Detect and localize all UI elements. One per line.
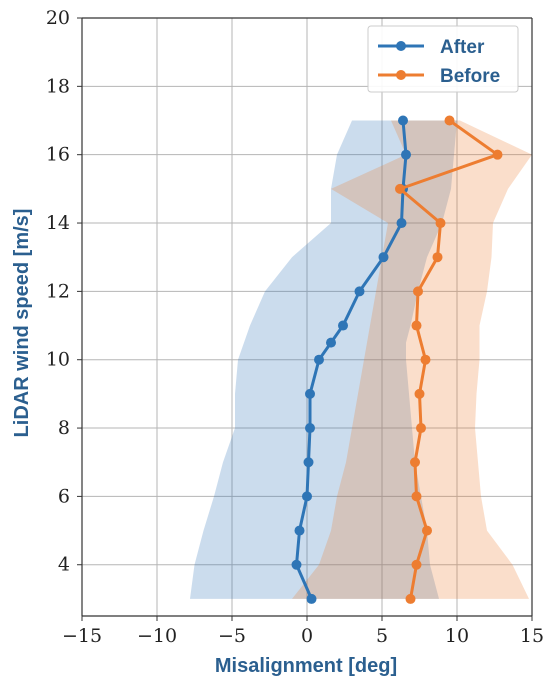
data-point-after-15 <box>398 115 408 126</box>
data-point-before-2 <box>422 525 432 536</box>
x-tick-label: −5 <box>218 625 246 647</box>
data-point-after-9 <box>338 320 348 331</box>
y-tick-label: 18 <box>46 75 70 97</box>
y-tick-label: 8 <box>58 417 70 439</box>
data-point-after-6 <box>305 388 315 399</box>
x-tick-label: 15 <box>520 625 544 647</box>
data-point-after-0 <box>306 593 317 604</box>
x-tick-label: 0 <box>301 625 313 647</box>
data-point-after-10 <box>354 286 365 297</box>
x-axis-title: Misalignment [deg] <box>215 655 397 677</box>
y-tick-label: 10 <box>46 349 70 371</box>
data-point-after-1 <box>291 559 302 570</box>
x-tick-label: 5 <box>376 625 388 647</box>
legend-label-after: After <box>440 37 485 58</box>
data-point-after-4 <box>303 457 314 468</box>
data-point-before-5 <box>416 423 426 434</box>
data-point-before-13 <box>492 149 503 160</box>
y-tick-label: 20 <box>46 7 70 29</box>
y-axis-title: LiDAR wind speed [m/s] <box>11 209 33 438</box>
y-tick-label: 6 <box>58 485 70 507</box>
data-point-before-12 <box>395 183 405 194</box>
y-tick-label: 16 <box>46 144 70 166</box>
data-point-before-1 <box>411 559 422 570</box>
data-point-after-5 <box>305 423 315 434</box>
axes <box>77 17 533 621</box>
band-before <box>292 120 532 599</box>
data-point-after-7 <box>314 354 324 365</box>
data-point-before-8 <box>411 320 422 331</box>
y-tick-label: 4 <box>58 554 70 576</box>
x-tick-label: −15 <box>62 625 102 647</box>
data-point-before-9 <box>413 286 423 297</box>
data-point-before-0 <box>405 593 416 604</box>
tick-labels: −15 −10 −5 0 5 10 15 4 6 8 10 12 14 16 18 20 <box>46 7 544 647</box>
data-point-before-6 <box>414 388 425 399</box>
legend-marker-after <box>396 41 406 51</box>
data-point-after-8 <box>326 337 336 348</box>
x-tick-label: −10 <box>137 625 177 647</box>
series-lines <box>291 115 503 604</box>
data-point-after-14 <box>401 149 411 160</box>
data-point-after-3 <box>302 491 312 502</box>
data-point-before-3 <box>411 491 422 502</box>
legend-label-before: Before <box>440 66 500 87</box>
legend: After Before <box>367 25 519 93</box>
legend-marker-before <box>396 70 406 80</box>
data-point-before-11 <box>435 218 446 229</box>
series-line-after <box>295 120 408 600</box>
y-tick-label: 12 <box>46 280 70 302</box>
data-point-after-2 <box>294 525 305 536</box>
data-point-before-7 <box>420 354 431 365</box>
data-point-before-4 <box>410 457 420 468</box>
data-point-after-12 <box>396 218 407 229</box>
y-tick-label: 14 <box>46 212 70 234</box>
grid-lines <box>81 17 533 616</box>
data-point-before-14 <box>444 115 455 126</box>
data-point-before-10 <box>432 252 443 263</box>
data-point-after-11 <box>378 252 389 263</box>
x-tick-label: 10 <box>445 625 469 647</box>
